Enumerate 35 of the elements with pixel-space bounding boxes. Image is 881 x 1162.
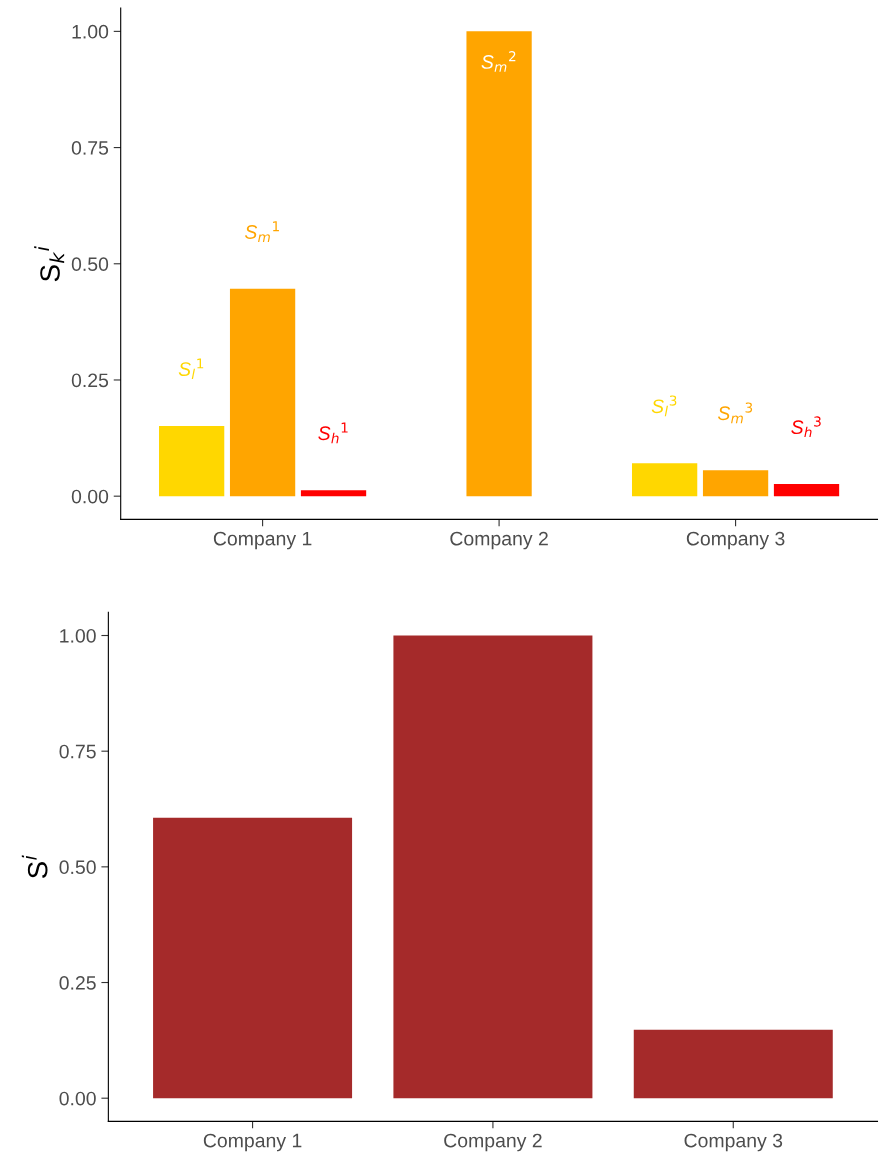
x-tick-label: Company 3 [684, 1133, 783, 1152]
x-tick-label: Company 1 [213, 531, 312, 550]
bar [466, 31, 532, 497]
bar [632, 463, 698, 497]
y-axis-title: S$_{k}$$^{i}$ [34, 246, 65, 282]
y-tick-label: 0.50 [59, 860, 96, 875]
annotation: S$_{m}$$^{3}$ [717, 402, 753, 424]
annotation: S$_{m}$$^{1}$ [244, 221, 279, 242]
y-tick-label: 0.25 [59, 975, 96, 990]
annotation: S$_{m}$$^{2}$ [481, 51, 516, 72]
x-tick-label: Company 2 [444, 1133, 542, 1152]
y-tick-label: 1.00 [72, 24, 109, 39]
x-tick-label: Company 3 [686, 531, 785, 550]
x-tick-label: Company 2 [450, 531, 548, 550]
bar [153, 817, 353, 1099]
bar [393, 635, 593, 1099]
x-tick-label: Company 1 [203, 1133, 302, 1152]
bar [702, 470, 769, 497]
bar [633, 1029, 833, 1099]
bar [159, 425, 225, 497]
y-tick-label: 0.50 [71, 257, 109, 272]
y-tick-label: 0.00 [71, 489, 109, 504]
annotation: S$_{l}$$^{1}$ [178, 358, 204, 379]
bar [229, 288, 296, 497]
y-tick-label: 0.00 [59, 1091, 96, 1106]
y-axis-title: S$^{i}$ [21, 855, 48, 879]
bar [773, 484, 840, 497]
annotation: S$_{h}$$^{1}$ [318, 422, 348, 444]
bar [300, 490, 367, 497]
y-tick-label: 0.75 [59, 744, 96, 759]
annotation: S$_{l}$$^{3}$ [651, 395, 677, 417]
y-tick-label: 0.75 [71, 141, 109, 155]
annotation: S$_{h}$$^{3}$ [791, 416, 821, 438]
y-tick-label: 1.00 [60, 628, 96, 643]
y-tick-label: 0.25 [71, 373, 109, 388]
